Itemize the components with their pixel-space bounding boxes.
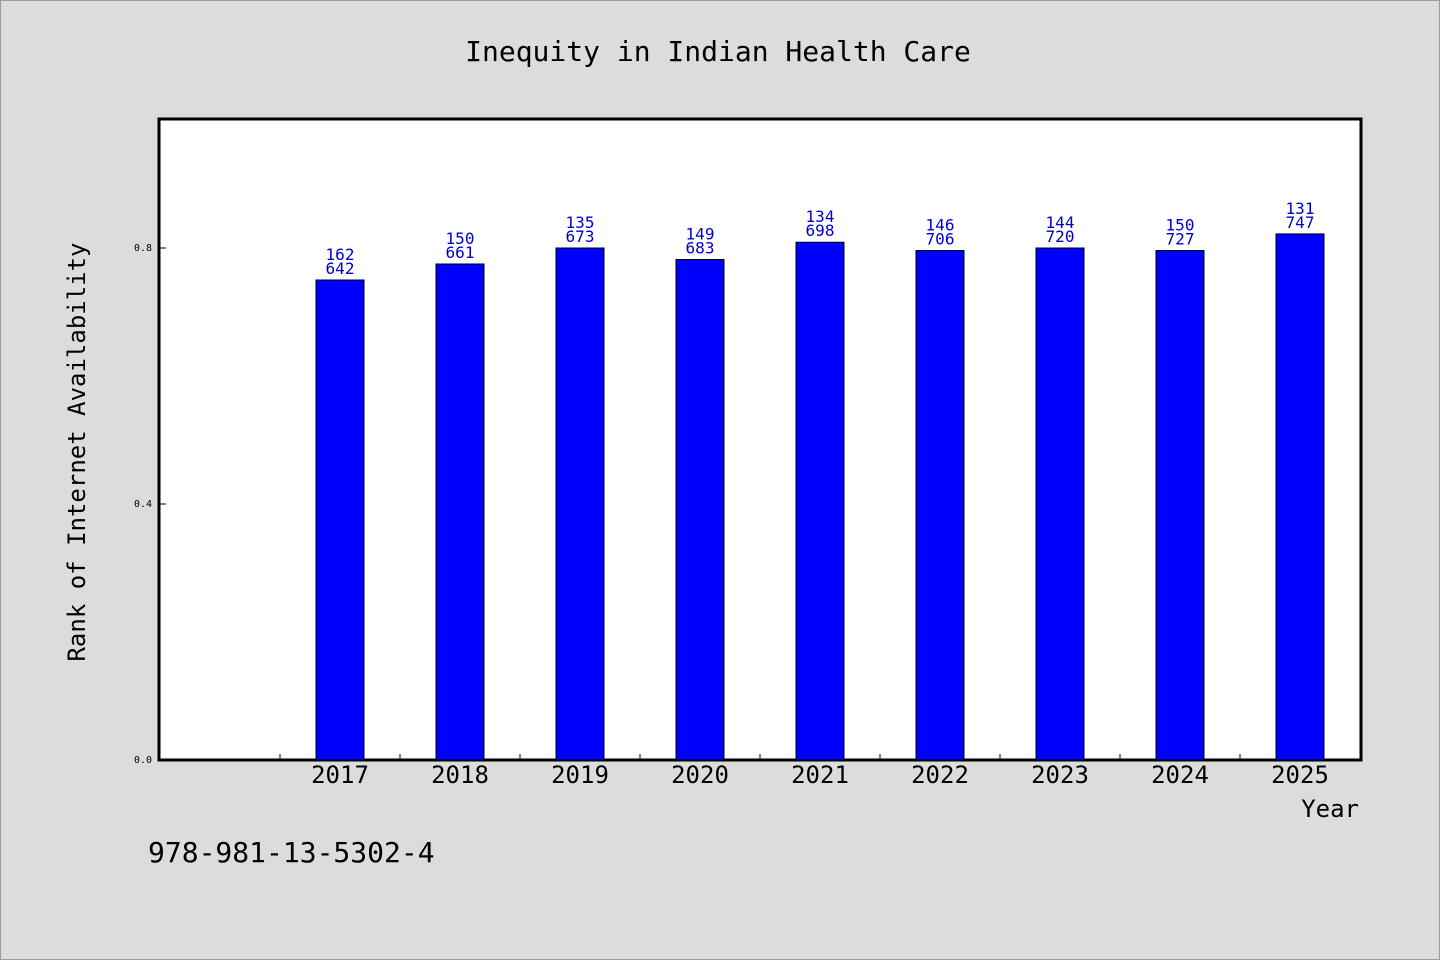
y-tick-label: 0.0 bbox=[134, 755, 152, 766]
bar-data-label: 727 bbox=[1166, 230, 1195, 249]
bar-2022 bbox=[915, 250, 965, 761]
x-tick-label: 2017 bbox=[311, 761, 369, 789]
bar-data-label: 720 bbox=[1046, 227, 1075, 246]
x-axis: 2017 2018 2019 2020 2021 2022 2023 2024 2025 bbox=[279, 754, 1329, 789]
x-tick-label: 2020 bbox=[671, 761, 729, 789]
y-tick-label: 0.8 bbox=[134, 243, 152, 254]
isbn-footer: 978-981-13-5302-4 bbox=[148, 836, 435, 869]
bar-2019 bbox=[555, 247, 605, 761]
bar-data-label: 747 bbox=[1286, 213, 1315, 232]
bar-data-label: 144 bbox=[1046, 213, 1075, 232]
y-axis-title: Rank of Internet Availability bbox=[63, 242, 91, 661]
bar-data-label: 134 bbox=[806, 207, 835, 226]
x-tick-label: 2022 bbox=[911, 761, 969, 789]
bar-data-label: 642 bbox=[326, 259, 355, 278]
bar-data-label: 661 bbox=[446, 243, 475, 262]
bar-data-label: 683 bbox=[686, 239, 715, 258]
x-tick-label: 2019 bbox=[551, 761, 609, 789]
bar-data-label: 162 bbox=[326, 245, 355, 264]
bar-data-label: 150 bbox=[446, 229, 475, 248]
x-tick-label: 2025 bbox=[1271, 761, 1329, 789]
x-axis-title: Year bbox=[1301, 795, 1359, 823]
bar-data-label: 706 bbox=[926, 230, 955, 249]
bar-2020 bbox=[675, 259, 725, 761]
y-tick-label: 0.4 bbox=[134, 499, 152, 510]
bar-data-label: 698 bbox=[806, 221, 835, 240]
bar-2018 bbox=[435, 263, 485, 761]
bar-data-label: 146 bbox=[926, 216, 955, 235]
chart-title: Inequity in Indian Health Care bbox=[465, 35, 971, 68]
bar-2021 bbox=[795, 241, 845, 761]
bar-2017 bbox=[315, 279, 365, 761]
x-tick-label: 2024 bbox=[1151, 761, 1209, 789]
x-tick-label: 2018 bbox=[431, 761, 489, 789]
bar-data-label: 150 bbox=[1166, 216, 1195, 235]
bar-2023 bbox=[1035, 247, 1085, 761]
bar-2025 bbox=[1275, 233, 1325, 761]
bar-data-label: 673 bbox=[566, 227, 595, 246]
bar-data-label: 131 bbox=[1286, 199, 1315, 218]
y-axis: 0.0 0.4 0.8 bbox=[134, 243, 166, 766]
bar-data-label: 135 bbox=[566, 213, 595, 232]
x-tick-label: 2021 bbox=[791, 761, 849, 789]
x-tick-label: 2023 bbox=[1031, 761, 1089, 789]
bar-2024 bbox=[1155, 250, 1205, 761]
bar-data-label: 149 bbox=[686, 225, 715, 244]
